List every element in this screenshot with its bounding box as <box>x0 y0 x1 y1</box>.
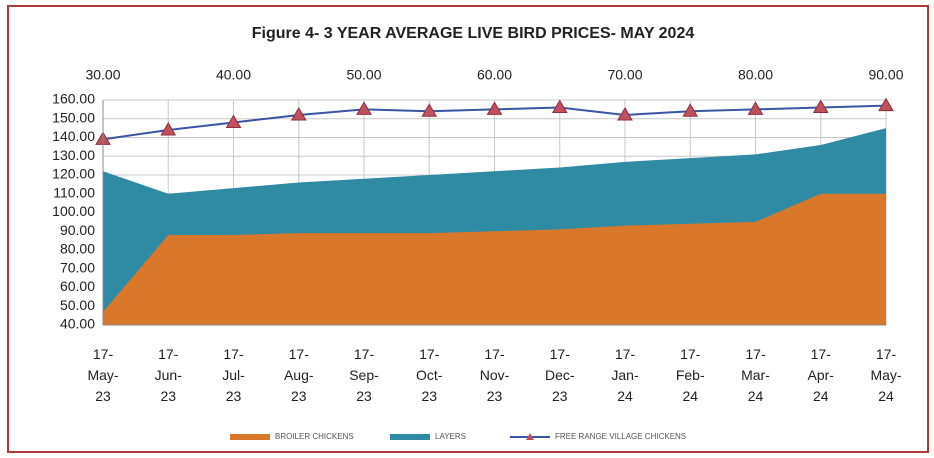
marker <box>747 101 764 115</box>
marker <box>160 122 177 136</box>
y-tick-label: 160.00 <box>52 91 95 107</box>
marker <box>225 114 242 128</box>
y-tick-label: 150.00 <box>52 109 95 125</box>
legend-label: FREE RANGE VILLAGE CHICKENS <box>555 432 686 441</box>
legend-marker <box>526 433 534 440</box>
x2-tick-label: 80.00 <box>738 67 773 83</box>
legend-label: LAYERS <box>435 432 466 441</box>
chart-title: Figure 4- 3 YEAR AVERAGE LIVE BIRD PRICE… <box>252 25 695 42</box>
y-tick-label: 140.00 <box>52 128 95 144</box>
x2-tick-label: 90.00 <box>868 67 903 83</box>
x-tick-label: 17-Jun-23 <box>155 346 183 404</box>
x2-tick-label: 40.00 <box>216 67 251 83</box>
x2-tick-label: 70.00 <box>607 67 642 83</box>
y-tick-label: 50.00 <box>60 297 95 313</box>
marker <box>290 107 307 121</box>
x-tick-label: 17-Mar-24 <box>741 346 770 404</box>
x2-tick-label: 60.00 <box>477 67 512 83</box>
x-tick-label: 17-Jan-24 <box>611 346 639 404</box>
y-tick-label: 130.00 <box>52 147 95 163</box>
marker <box>878 97 894 112</box>
x-tick-label: 17-May-24 <box>870 346 901 404</box>
x-tick-label: 17-Sep-23 <box>349 346 379 404</box>
marker <box>421 103 438 117</box>
y-tick-label: 40.00 <box>60 316 95 332</box>
x-tick-label: 17-Dec-23 <box>545 346 575 404</box>
y-tick-label: 60.00 <box>60 278 95 294</box>
y-tick-label: 90.00 <box>60 222 95 238</box>
marker <box>682 103 699 117</box>
x-tick-label: 17-Oct-23 <box>416 346 443 404</box>
y-tick-label: 100.00 <box>52 203 95 219</box>
x2-tick-label: 50.00 <box>346 67 381 83</box>
legend-label: BROILER CHICKENS <box>275 432 354 441</box>
x-tick-label: 17-Apr-24 <box>808 346 835 404</box>
x-tick-label: 17-Aug-23 <box>284 346 314 404</box>
area <box>103 193 886 325</box>
marker <box>486 101 503 115</box>
legend-swatch <box>390 434 430 440</box>
marker <box>812 99 829 113</box>
y-tick-label: 110.00 <box>53 184 95 200</box>
y-tick-label: 120.00 <box>52 166 95 182</box>
marker <box>356 101 372 115</box>
x-tick-label: 17-Jul-23 <box>222 346 245 404</box>
y-tick-label: 80.00 <box>60 241 95 257</box>
legend-swatch <box>230 434 270 440</box>
x-tick-label: 17-May-23 <box>87 346 118 404</box>
y-tick-label: 70.00 <box>60 259 95 275</box>
x-tick-label: 17-Feb-24 <box>676 346 705 404</box>
x-tick-label: 17-Nov-23 <box>480 346 510 404</box>
marker <box>617 107 633 121</box>
marker <box>551 99 568 113</box>
x2-tick-label: 30.00 <box>85 67 120 83</box>
